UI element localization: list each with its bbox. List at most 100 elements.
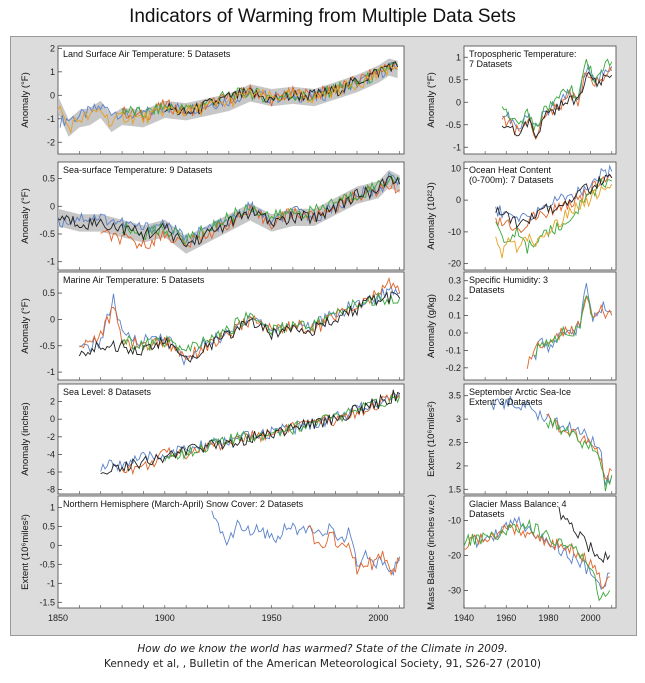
y-tick-label: -2: [47, 432, 55, 442]
series-line-4: [164, 61, 399, 116]
y-tick-label: -20: [448, 259, 461, 269]
figure-title: Indicators of Warming from Multiple Data…: [129, 6, 516, 27]
y-axis-label: Anomaly (°F): [426, 72, 437, 128]
series-line-4: [495, 173, 613, 229]
series-line-5: [495, 183, 613, 259]
panel-mat: -1 -0.5 0 0.5 Marine Air Temperature: 5 Data…: [20, 271, 405, 381]
panel-title: Extent: 3 Datasets: [469, 397, 543, 407]
y-tick-label: 1: [456, 52, 461, 62]
series-line-3: [545, 417, 613, 492]
y-tick-label: 10: [451, 163, 461, 173]
series-line-2: [495, 173, 613, 234]
y-tick-label: 0.5: [42, 288, 55, 298]
panel-title: Northern Hemisphere (March-April) Snow C…: [63, 499, 304, 509]
x-tick-label: 1850: [48, 613, 68, 623]
y-tick-label: -20: [448, 551, 461, 561]
series-line-4: [558, 507, 611, 564]
y-tick-label: 0.3: [448, 276, 461, 286]
y-tick-label: 0: [456, 97, 461, 107]
panel-tropo: -1 -0.5 0 0.5 1 Tropospheric Temperature:7 Da…: [426, 45, 617, 155]
caption-line-2: Kennedy et al, , Bulletin of the America…: [103, 658, 542, 670]
y-tick-label: 0: [50, 314, 55, 324]
x-tick-label: 1900: [155, 613, 175, 623]
panel-seaice: 1.522.533.5 September Arctic Sea-IceExten…: [426, 383, 617, 495]
y-tick-label: -0.5: [445, 120, 461, 130]
series-line-4: [57, 175, 401, 248]
x-tick-label: 1950: [262, 613, 282, 623]
y-tick-label: -6: [47, 467, 55, 477]
plot-area: [463, 161, 617, 271]
y-tick-label: 2: [50, 43, 55, 53]
panel-title: Specific Humidity: 3: [469, 275, 548, 285]
y-tick-label: 0.5: [42, 521, 55, 531]
y-axis-label: Mass Balance (inches w.e.): [426, 494, 437, 610]
y-tick-label: -1: [47, 578, 55, 588]
y-tick-label: -1: [47, 257, 55, 267]
plot-area: [57, 495, 405, 609]
panel-title: Datasets: [469, 285, 505, 295]
y-tick-label: 3: [456, 414, 461, 424]
y-axis-label: Extent (10⁶miles²): [426, 401, 437, 477]
y-tick-label: -10: [448, 227, 461, 237]
series-line-3: [463, 518, 611, 602]
plot-area: [463, 271, 617, 381]
y-tick-label: 0: [456, 195, 461, 205]
y-tick-label: -1: [47, 367, 55, 377]
plot-area: [463, 495, 617, 609]
caption-line-1: How do we know the world has warmed? Sta…: [137, 643, 508, 655]
series-line-3: [121, 291, 401, 353]
panel-ohc: -20 -10 0 10 Ocean Heat Content(0-700m): 7 D…: [426, 161, 617, 271]
panel-title: Land Surface Air Temperature: 5 Datasets: [63, 49, 231, 59]
y-tick-label: 0: [50, 540, 55, 550]
series-line-4: [78, 291, 401, 363]
series-line-2: [501, 65, 613, 141]
panel-title: Marine Air Temperature: 5 Datasets: [63, 275, 205, 285]
panel-sealevel: -8 -6 -4 -2 0 2 Sea Level: 8 Datasets Anomaly (…: [20, 383, 405, 495]
x-tick-label: 2000: [368, 613, 388, 623]
y-tick-label: 0.0: [448, 328, 461, 338]
y-axis-label: Anomaly (10²²J): [426, 182, 437, 250]
series-line-4: [100, 389, 400, 475]
y-tick-label: 2: [50, 397, 55, 407]
y-axis-label: Anomaly (°F): [20, 72, 31, 128]
panel-title: Tropospheric Temperature:: [469, 49, 577, 59]
series-line-3: [533, 294, 594, 357]
panel-title: Sea-surface Temperature: 9 Datasets: [63, 165, 213, 175]
y-tick-label: -0.5: [39, 229, 55, 239]
y-tick-label: -1.5: [39, 597, 55, 607]
panel-title: Sea Level: 8 Datasets: [63, 387, 152, 397]
x-tick-label: 1980: [538, 613, 558, 623]
uncertainty-band: [58, 170, 400, 254]
series-line-4: [501, 71, 613, 139]
panel-humidity: -0.2 -0.1 0.0 0.1 0.2 0.3 Specific Humidity: 3…: [426, 271, 617, 381]
y-tick-label: 1.5: [448, 484, 461, 494]
series-line-2: [526, 294, 613, 369]
y-tick-label: 3.5: [448, 391, 461, 401]
series-line-3: [495, 177, 612, 254]
panel-snow: -1.5 -1 -0.5 0 0.5 1 1850 1900 1950 2000 Northern …: [20, 495, 405, 623]
panel-title: (0-700m): 7 Datasets: [469, 175, 554, 185]
panel-title: 7 Datasets: [469, 59, 513, 69]
y-tick-label: -4: [47, 449, 55, 459]
series-line-1: [211, 510, 401, 577]
panel-title: Glacier Mass Balance: 4: [469, 499, 567, 509]
plot-area: [463, 45, 617, 155]
y-tick-label: -0.2: [445, 363, 461, 373]
panel-glacier: -30 -20 -10 1940 1960 1980 2000 Glacier Mass Ba…: [426, 494, 617, 623]
series-line-2: [307, 525, 401, 576]
panel-title: Datasets: [469, 509, 505, 519]
y-tick-label: 0.5: [42, 174, 55, 184]
series-line-2: [121, 61, 399, 122]
panel-title: September Arctic Sea-Ice: [469, 387, 571, 397]
y-tick-label: -1: [47, 114, 55, 124]
x-tick-label: 1960: [496, 613, 516, 623]
panel-land: -2 -1 0 1 2 Land Surface Air Temperature: 5 D…: [20, 43, 405, 155]
y-axis-label: Anomaly (°F): [20, 298, 31, 354]
y-tick-label: -1: [453, 142, 461, 152]
y-tick-label: 0: [50, 414, 55, 424]
y-tick-label: 1: [50, 67, 55, 77]
x-tick-label: 2000: [581, 613, 601, 623]
y-tick-label: -10: [448, 516, 461, 526]
y-tick-label: 2: [456, 461, 461, 471]
